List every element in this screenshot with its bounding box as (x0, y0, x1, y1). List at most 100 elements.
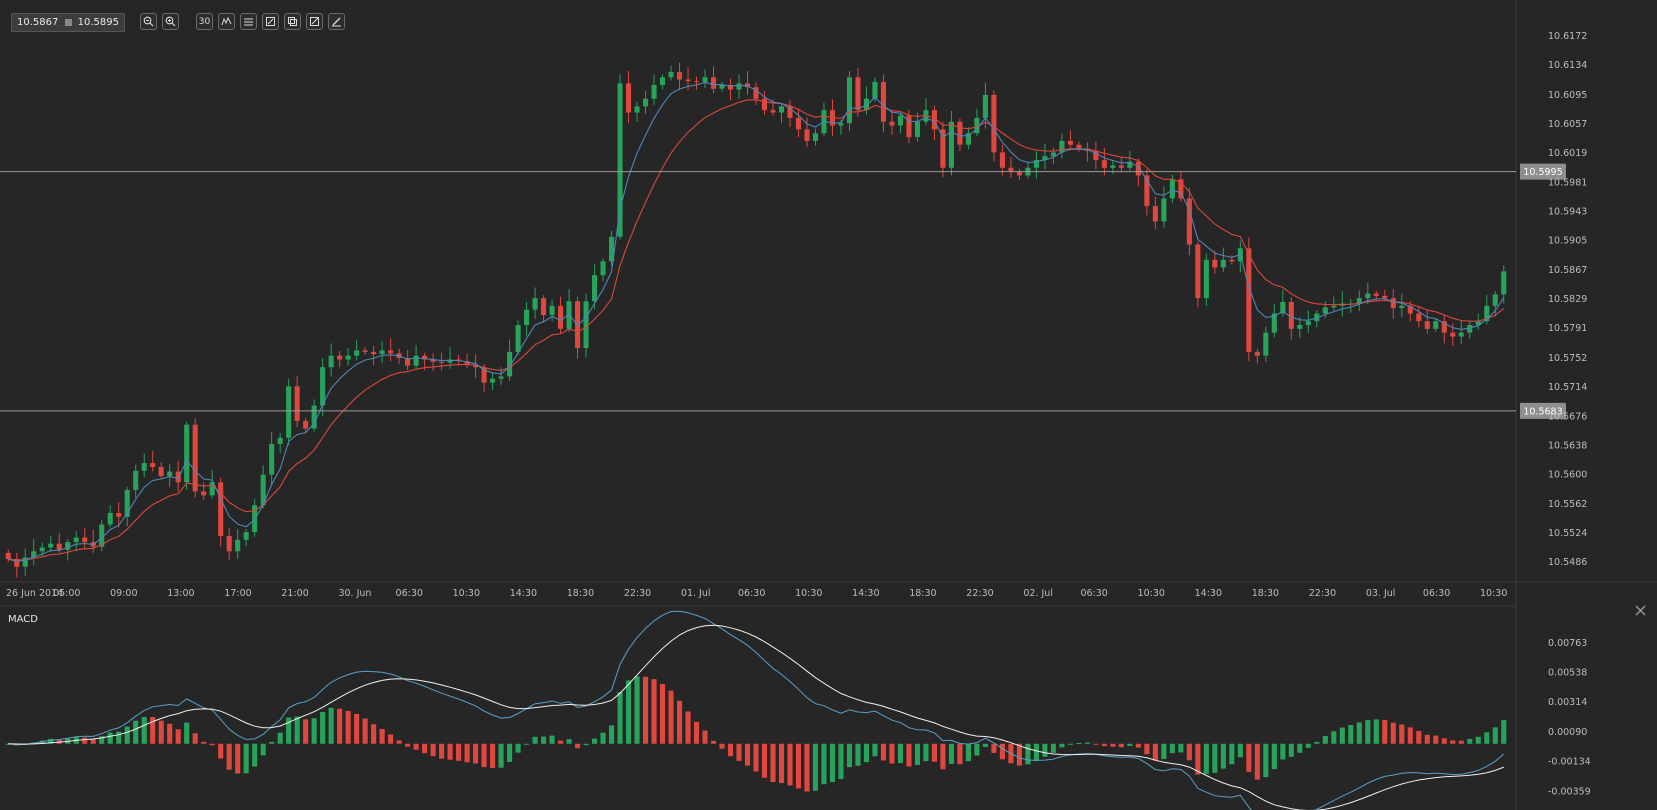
macd-histogram-bar (795, 743, 802, 789)
macd-histogram-bar (141, 716, 147, 744)
time-tick-label: 06:30 (1423, 588, 1450, 599)
candle-body (753, 87, 759, 99)
macd-histogram-bar (804, 743, 810, 792)
candle-body (524, 309, 530, 326)
candle-body (405, 358, 411, 366)
macd-histogram-bar (1314, 741, 1320, 744)
time-tick-label: 06:30 (1080, 588, 1107, 599)
macd-histogram-bar (1042, 743, 1048, 757)
candle-body (515, 325, 521, 352)
close-icon[interactable] (1635, 605, 1646, 616)
macd-histogram-bar (1433, 735, 1439, 744)
candle-body (226, 535, 232, 552)
candle-body (150, 463, 156, 467)
time-tick-label: 30. Jun (338, 588, 371, 599)
candle-body (1390, 298, 1396, 309)
candle-body (1356, 298, 1362, 304)
candle-body (362, 350, 368, 352)
zoom-in-icon (165, 16, 176, 27)
macd-histogram-bar (311, 718, 317, 744)
macd-histogram-bar (1254, 743, 1260, 780)
horizontal-line-label-box (1520, 402, 1566, 419)
candle-body (490, 378, 496, 383)
candle-body (634, 106, 640, 113)
macd-histogram-bar (201, 741, 207, 744)
draw-icon (332, 17, 341, 27)
candle-body (600, 261, 606, 276)
settings-icon (244, 18, 253, 26)
candle-body (710, 77, 717, 89)
macd-histogram-bar (439, 743, 445, 759)
macd-histogram-bar (1297, 743, 1303, 753)
macd-histogram-bar (1084, 742, 1090, 744)
macd-histogram-bar (558, 740, 564, 744)
macd-histogram-bar (931, 743, 937, 762)
macd-histogram-bar (1237, 743, 1243, 758)
edit-button[interactable] (306, 13, 323, 30)
candle-body (1365, 293, 1371, 299)
candle-body (583, 301, 589, 349)
macd-histogram-bar (872, 743, 878, 757)
time-tick-label: 06:30 (738, 588, 765, 599)
candle-body (1169, 179, 1175, 199)
macd-histogram-bar (617, 692, 623, 744)
macd-histogram-bar (362, 718, 368, 744)
zoom-in-button[interactable] (162, 13, 179, 30)
settings-button[interactable] (240, 13, 257, 30)
macd-histogram-bar (524, 743, 530, 745)
ema-fast-line (8, 81, 1505, 563)
macd-histogram-bar (1033, 743, 1039, 761)
candle-body (592, 275, 598, 302)
price-y-axis: 10.6172 10.6134 10.6095 10.6057 10.6019 10.59… (1548, 31, 1587, 568)
candle-body (1127, 161, 1133, 168)
candle-body (218, 482, 224, 536)
macd-histogram-bar (923, 743, 929, 762)
time-tick-label: 06:30 (396, 588, 423, 599)
macd-tick-label: 0.00538 (1548, 668, 1587, 679)
zoom-out-button[interactable] (140, 13, 157, 30)
clone-button[interactable] (284, 13, 301, 30)
candle-body (1305, 321, 1311, 326)
candle-body (82, 537, 88, 543)
candle-body (1195, 244, 1201, 299)
interval-button[interactable]: 30 (196, 13, 213, 30)
macd-histogram-bar (642, 676, 649, 744)
price-tick-label: 10.5867 (1548, 265, 1587, 276)
candle-body (167, 471, 173, 477)
candle-body (651, 84, 657, 99)
price-horizontal-lines[interactable]: 10.5995 10.5683 (0, 163, 1566, 419)
candle-body (413, 355, 419, 366)
candle-body (192, 424, 198, 492)
candle-body (1467, 325, 1473, 333)
macd-histogram-bar (269, 741, 275, 744)
macd-histogram-bar (167, 723, 173, 744)
macd-histogram-bar (1441, 738, 1447, 744)
time-tick-label: 10:30 (795, 588, 822, 599)
candle-body (235, 539, 241, 552)
macd-histogram-bar (175, 729, 181, 744)
bid-price: 10.5867 (17, 17, 59, 28)
indicators-button[interactable] (218, 13, 235, 30)
macd-histogram-bar (447, 743, 453, 760)
candle-body (354, 350, 360, 356)
macd-histogram-bar (48, 738, 54, 744)
time-tick-label: 03. Jul (1366, 588, 1396, 599)
macd-histogram-bar (778, 743, 785, 784)
draw-button[interactable] (328, 13, 345, 30)
candle-body (1033, 160, 1039, 168)
candle-body (1373, 293, 1379, 296)
fullscreen-button[interactable] (262, 13, 279, 30)
candle-body (1220, 259, 1226, 268)
time-tick-label: 05:00 (53, 588, 80, 599)
horizontal-line-label: 10.5683 (1523, 406, 1562, 417)
macd-histogram-bar (965, 743, 971, 762)
candle-body (303, 420, 309, 429)
candle-body (447, 359, 453, 363)
macd-y-axis: 0.00763 0.00538 0.00314 0.00090 -0.00134 -0.0… (1548, 638, 1591, 798)
macd-histogram-bar (1475, 736, 1481, 744)
candle-body (897, 115, 904, 126)
candle-body (558, 305, 564, 329)
time-tick-label: 18:30 (567, 588, 594, 599)
candle-body (1093, 150, 1099, 161)
